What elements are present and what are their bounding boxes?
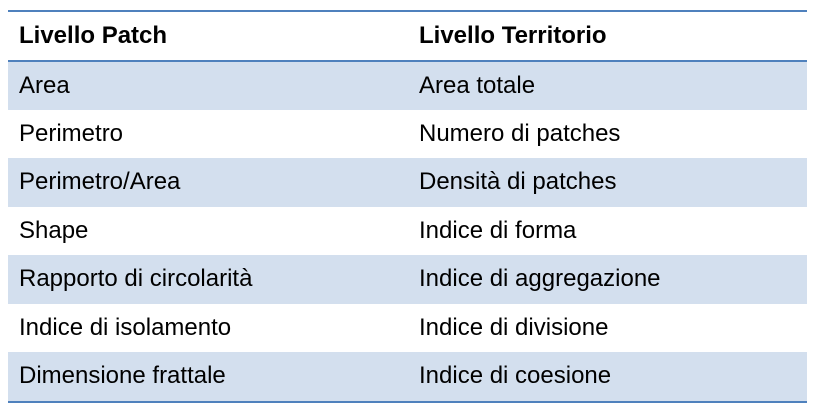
- territory-metric-cell: Indice di divisione: [419, 313, 609, 341]
- header-livello-territorio: Livello Territorio: [408, 12, 807, 62]
- territory-metric-cell: Indice di coesione: [419, 362, 612, 390]
- metrics-table: Livello Patch Livello Territorio Area Ar…: [8, 12, 807, 401]
- table-row: Area Area totale: [8, 61, 807, 110]
- territory-metric-cell: Area totale: [419, 71, 536, 99]
- table-row: Shape Indice di forma: [8, 207, 807, 256]
- table-row: Perimetro/Area Densità di patches: [8, 158, 807, 207]
- patch-metric-cell: Perimetro: [19, 119, 124, 147]
- territory-metric-cell: Indice di aggregazione: [419, 265, 661, 293]
- header-livello-patch: Livello Patch: [8, 12, 408, 62]
- patch-metric-cell: Indice di isolamento: [19, 313, 232, 341]
- table-row: Dimensione frattale Indice di coesione: [8, 352, 807, 401]
- territory-metric-cell: Densità di patches: [419, 168, 617, 196]
- table-row: Indice di isolamento Indice di divisione: [8, 304, 807, 353]
- metrics-table-container: Livello Patch Livello Territorio Area Ar…: [8, 10, 807, 403]
- patch-metric-cell: Area: [19, 71, 70, 99]
- table-row: Perimetro Numero di patches: [8, 110, 807, 159]
- patch-metric-cell: Perimetro/Area: [19, 168, 181, 196]
- patch-metric-cell: Rapporto di circolarità: [19, 265, 253, 293]
- patch-metric-cell: Shape: [19, 216, 89, 244]
- table-header-row: Livello Patch Livello Territorio: [8, 12, 807, 62]
- patch-metric-cell: Dimensione frattale: [19, 362, 226, 390]
- territory-metric-cell: Indice di forma: [419, 216, 577, 244]
- territory-metric-cell: Numero di patches: [419, 119, 621, 147]
- table-row: Rapporto di circolarità Indice di aggreg…: [8, 255, 807, 304]
